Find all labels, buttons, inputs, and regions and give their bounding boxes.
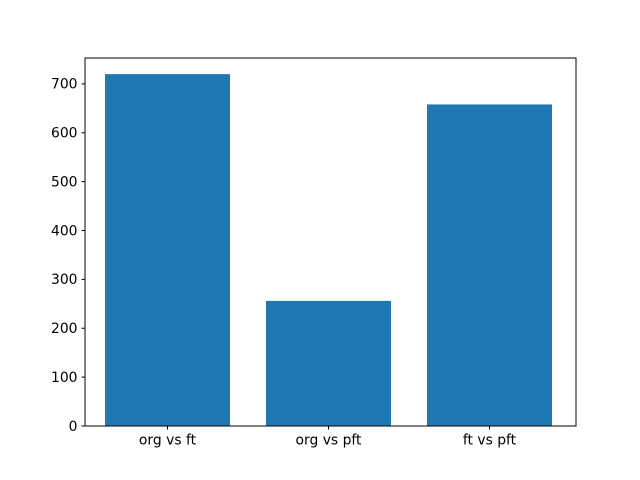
y-tick-label: 700 bbox=[51, 77, 78, 93]
y-tick-label: 500 bbox=[51, 174, 78, 190]
bar bbox=[266, 300, 391, 426]
y-tick-label: 300 bbox=[51, 272, 78, 288]
x-tick-label: ft vs pft bbox=[463, 433, 517, 449]
y-tick-label: 600 bbox=[51, 126, 78, 142]
x-tick-label: org vs pft bbox=[296, 433, 363, 449]
x-tick-label: org vs ft bbox=[139, 433, 197, 449]
y-tick-label: 0 bbox=[69, 419, 78, 435]
y-tick-label: 400 bbox=[51, 223, 78, 239]
bar bbox=[427, 104, 552, 427]
plot-border bbox=[84, 57, 577, 427]
y-tick-label: 100 bbox=[51, 370, 78, 386]
bar bbox=[105, 74, 230, 426]
y-tick-label: 200 bbox=[51, 321, 78, 337]
